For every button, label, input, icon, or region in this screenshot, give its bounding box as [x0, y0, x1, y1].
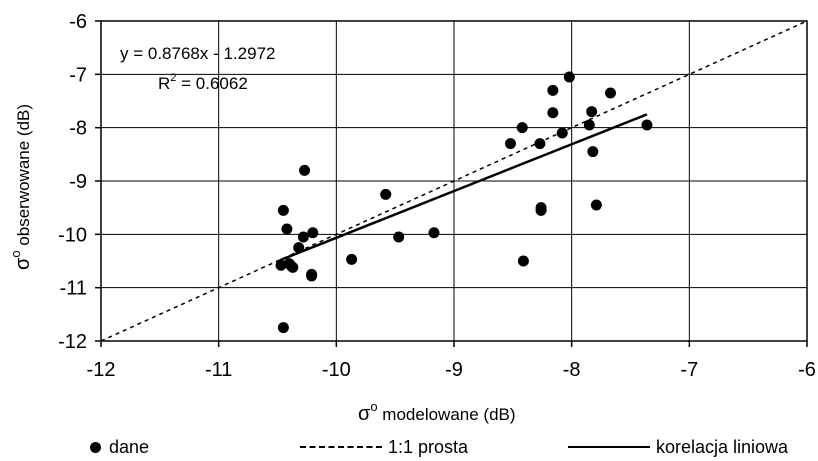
data-point	[563, 71, 575, 83]
x-axis-title-sup: o	[370, 399, 377, 414]
data-point	[587, 146, 599, 158]
data-point	[641, 119, 653, 131]
r-squared-value: = 0.6062	[176, 74, 247, 93]
data-point	[535, 204, 547, 216]
data-point	[586, 106, 598, 118]
x-tick-label: -11	[205, 359, 232, 381]
x-tick-label: -12	[87, 359, 116, 381]
x-tick-label: -9	[445, 359, 463, 381]
y-axis-title-sup: o	[8, 250, 23, 257]
y-tick-label: -8	[69, 118, 87, 140]
x-tick-label: -10	[322, 359, 351, 381]
legend-label-points: dane	[109, 437, 150, 457]
y-tick-label: -9	[69, 171, 87, 193]
r-squared-sup: 2	[170, 72, 176, 84]
data-point	[604, 87, 616, 99]
legend-item-identity-line: 1:1 prosta	[300, 436, 468, 458]
scatter-chart: -12 -11 -10 -9 -8 -7 -6 -6 -7 -8 -9 -10 -11 -12 y = …	[8, 11, 816, 425]
identity-line	[100, 20, 808, 342]
data-point	[556, 127, 568, 139]
data-point	[428, 227, 440, 239]
solid-line-icon	[568, 446, 650, 448]
y-tick-label: -7	[69, 64, 87, 86]
x-tick-label: -6	[798, 359, 816, 381]
y-axis-title-text: obserwowane (dB)	[14, 104, 33, 250]
point-marker-icon	[90, 441, 101, 453]
regression-line	[279, 113, 648, 262]
data-point	[297, 231, 309, 243]
data-point	[277, 204, 289, 216]
data-point	[517, 255, 529, 267]
data-point	[590, 199, 602, 211]
data-points	[275, 71, 653, 334]
data-point	[516, 122, 528, 134]
legend: dane 1:1 prosta korelacja liniowa	[0, 436, 818, 461]
regression-equation: y = 0.8768x - 1.2972	[120, 44, 275, 63]
data-point	[547, 84, 559, 96]
legend-item-points: dane	[90, 436, 149, 458]
x-axis-title-symbol: σ	[358, 403, 371, 425]
data-point	[306, 270, 318, 282]
data-point	[299, 164, 311, 176]
x-tick-label: -8	[563, 359, 581, 381]
y-tick-label: -11	[60, 278, 87, 300]
y-axis-title: σo obserwowane (dB)	[8, 104, 34, 270]
y-tick-label: -6	[69, 11, 87, 33]
data-point	[277, 322, 289, 334]
data-point	[275, 259, 287, 271]
y-axis-title-symbol: σ	[12, 257, 34, 270]
series-layer	[100, 20, 808, 342]
legend-item-fit-line: korelacja liniowa	[568, 436, 788, 458]
y-axis-ticks: -6 -7 -8 -9 -10 -11 -12	[58, 11, 101, 353]
data-point	[534, 138, 546, 150]
data-point	[281, 223, 293, 235]
legend-label-fit-line: korelacja liniowa	[656, 437, 789, 457]
x-axis-title-text: modelowane (dB)	[378, 405, 516, 424]
dashed-line-icon	[300, 446, 382, 448]
data-point	[380, 188, 392, 200]
data-point	[393, 231, 405, 243]
data-point	[286, 260, 298, 272]
x-axis-title: σo modelowane (dB)	[358, 399, 516, 425]
r-squared-label: R2 = 0.6062	[158, 72, 248, 93]
data-point	[504, 138, 516, 150]
data-point	[346, 253, 358, 265]
r-squared-prefix: R	[158, 74, 170, 93]
y-tick-label: -12	[58, 331, 87, 353]
x-axis-ticks: -12 -11 -10 -9 -8 -7 -6	[87, 341, 816, 381]
data-point	[547, 107, 559, 119]
legend-label-identity-line: 1:1 prosta	[388, 437, 469, 457]
y-tick-label: -10	[58, 224, 87, 246]
data-point	[307, 227, 319, 239]
data-point	[583, 119, 595, 131]
x-tick-label: -7	[680, 359, 698, 381]
